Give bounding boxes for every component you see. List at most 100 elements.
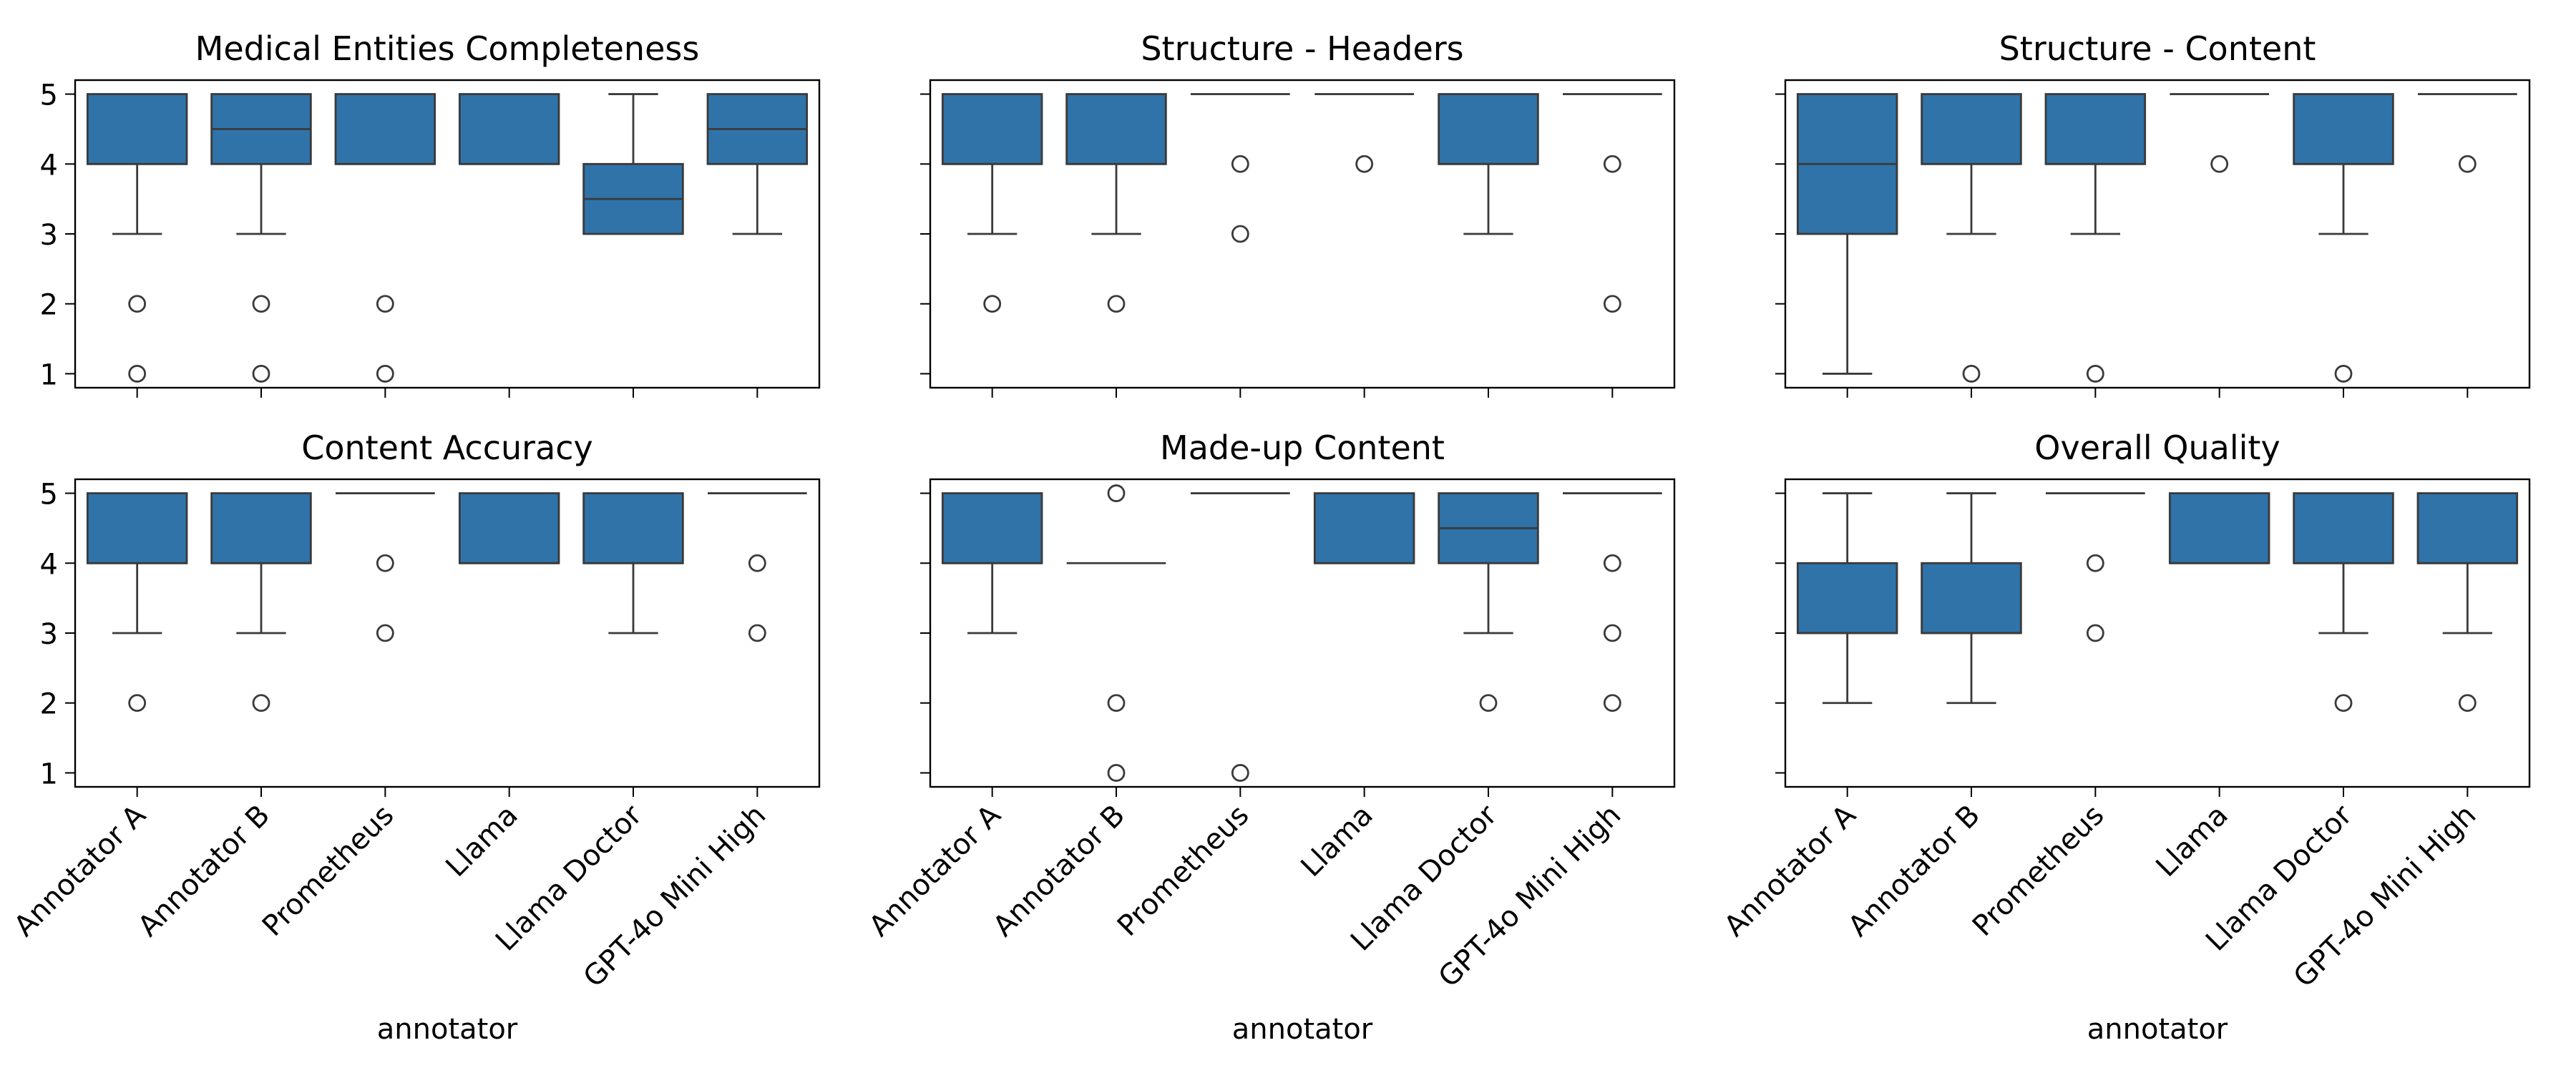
panel-made-up-content-title: Made-up Content bbox=[1160, 428, 1445, 467]
iqr-box bbox=[334, 93, 436, 165]
panel-content-accuracy: Content Accuracy 1 2 3 4 5 Annotator AAnnotato… bbox=[8, 428, 821, 1046]
panel-overall-quality-box-prometheus bbox=[2046, 492, 2145, 642]
panel-content-accuracy-title: Content Accuracy bbox=[301, 428, 593, 467]
outlier-point bbox=[1603, 554, 1621, 572]
outlier-point bbox=[252, 365, 270, 383]
panel-structure-headers: Structure - Headers bbox=[920, 29, 1676, 398]
outlier-point bbox=[2086, 365, 2104, 383]
panel-medical-entities-completeness: Medical Entities Completeness 1 2 3 4 5 bbox=[40, 29, 821, 398]
iqr-box bbox=[1921, 93, 2022, 165]
panel-medical-entities-completeness-box-llama bbox=[458, 93, 560, 165]
iqr-box bbox=[1065, 93, 1167, 165]
iqr-box bbox=[2416, 492, 2519, 564]
panel-structure-content-box-annotator-b bbox=[1921, 93, 2022, 383]
panel-made-up-content-box-llama-doctor bbox=[1438, 492, 1539, 712]
panel-content-accuracy-xtick-label-annotator-b: Annotator B bbox=[132, 799, 276, 944]
panel-structure-content-title: Structure - Content bbox=[1999, 29, 2316, 68]
iqr-box bbox=[210, 492, 312, 564]
iqr-box bbox=[458, 93, 560, 165]
panel-medical-entities-completeness-box-llama-doctor bbox=[582, 93, 684, 235]
outlier-point bbox=[376, 295, 394, 313]
iqr-box bbox=[2293, 93, 2394, 165]
outlier-point bbox=[252, 694, 270, 712]
outlier-point bbox=[1479, 694, 1498, 712]
outlier-point bbox=[1355, 155, 1374, 173]
outlier-point bbox=[2086, 554, 2104, 572]
panel-content-accuracy-ytick-label-1: 1 bbox=[40, 758, 58, 790]
panel-overall-quality-xtick-label-llama: Llama bbox=[2150, 799, 2234, 883]
panel-structure-headers-box-gpt-4o-mini-high bbox=[1563, 93, 1662, 313]
panel-medical-entities-completeness-ytick-label-4: 4 bbox=[40, 149, 58, 182]
panel-overall-quality-title: Overall Quality bbox=[2034, 428, 2280, 467]
outlier-point bbox=[748, 624, 766, 642]
panel-made-up-content-box-annotator-b bbox=[1066, 484, 1166, 782]
outlier-point bbox=[2334, 694, 2353, 712]
panel-content-accuracy-box-annotator-b bbox=[210, 492, 312, 712]
panel-structure-content-box-gpt-4o-mini-high bbox=[2418, 93, 2517, 173]
iqr-box bbox=[1921, 562, 2022, 635]
outlier-point bbox=[376, 365, 394, 383]
panel-content-accuracy-xlabel: annotator bbox=[377, 1013, 518, 1046]
panel-made-up-content-box-llama bbox=[1313, 492, 1415, 564]
iqr-box bbox=[1313, 492, 1415, 564]
iqr-box bbox=[941, 492, 1043, 564]
panel-structure-content-frame bbox=[1784, 79, 2531, 389]
panel-medical-entities-completeness-box-annotator-a bbox=[86, 93, 188, 383]
panel-overall-quality-xtick-label-annotator-a: Annotator A bbox=[1718, 798, 1863, 943]
panel-made-up-content-xtick-label-llama: Llama bbox=[1294, 799, 1379, 883]
outlier-point bbox=[1603, 694, 1621, 712]
panel-content-accuracy-xtick-label-prometheus: Prometheus bbox=[256, 799, 400, 943]
panel-medical-entities-completeness-box-prometheus bbox=[334, 93, 436, 383]
panel-overall-quality-xlabel: annotator bbox=[2087, 1013, 2228, 1046]
panel-content-accuracy-ytick-label-5: 5 bbox=[40, 479, 58, 511]
panel-content-accuracy-box-annotator-a bbox=[86, 492, 188, 712]
iqr-box bbox=[86, 93, 188, 165]
outlier-point bbox=[1603, 295, 1621, 313]
panel-medical-entities-completeness-title: Medical Entities Completeness bbox=[195, 29, 700, 68]
panel-structure-headers-title: Structure - Headers bbox=[1141, 29, 1463, 68]
panel-overall-quality-frame bbox=[1784, 478, 2531, 788]
outlier-point bbox=[2086, 624, 2104, 642]
panel-content-accuracy-box-llama bbox=[458, 492, 560, 564]
panel-made-up-content-box-gpt-4o-mini-high bbox=[1563, 492, 1662, 712]
panel-structure-content-box-annotator-a bbox=[1796, 93, 1898, 375]
outlier-point bbox=[2210, 155, 2229, 173]
panel-content-accuracy-ytick-label-3: 3 bbox=[40, 618, 58, 651]
iqr-box bbox=[2044, 93, 2147, 165]
panel-content-accuracy-box-gpt-4o-mini-high bbox=[708, 492, 807, 642]
outlier-point bbox=[1107, 484, 1126, 502]
iqr-box bbox=[2168, 492, 2270, 564]
outlier-point bbox=[983, 295, 1002, 313]
outlier-point bbox=[1603, 624, 1621, 642]
panel-structure-headers-box-prometheus bbox=[1191, 93, 1290, 243]
iqr-box bbox=[1438, 93, 1539, 165]
outlier-point bbox=[376, 624, 394, 642]
outlier-point bbox=[128, 365, 147, 383]
panel-medical-entities-completeness-box-annotator-b bbox=[210, 93, 312, 383]
panel-content-accuracy-xtick-label-annotator-a: Annotator A bbox=[8, 798, 152, 943]
panel-medical-entities-completeness-ytick-label-2: 2 bbox=[40, 289, 58, 322]
panel-content-accuracy-box-prometheus bbox=[336, 492, 435, 642]
panel-structure-headers-frame bbox=[929, 79, 1676, 389]
outlier-point bbox=[2458, 155, 2477, 173]
panel-medical-entities-completeness-ytick-label-3: 3 bbox=[40, 219, 58, 252]
panel-made-up-content-xlabel: annotator bbox=[1232, 1013, 1373, 1046]
panel-structure-headers-box-annotator-b bbox=[1065, 93, 1167, 313]
outlier-point bbox=[2458, 694, 2477, 712]
panel-content-accuracy-ytick-label-4: 4 bbox=[40, 548, 58, 581]
outlier-point bbox=[128, 295, 147, 313]
panel-overall-quality-box-annotator-a bbox=[1796, 492, 1898, 705]
iqr-box bbox=[86, 492, 188, 564]
iqr-box bbox=[2293, 492, 2394, 564]
outlier-point bbox=[1231, 764, 1249, 782]
outlier-point bbox=[1231, 225, 1249, 243]
panel-structure-content-box-prometheus bbox=[2044, 93, 2147, 383]
panel-structure-headers-box-annotator-a bbox=[941, 93, 1043, 313]
outlier-point bbox=[1962, 365, 1981, 383]
panel-structure-content-box-llama bbox=[2170, 93, 2269, 173]
panel-structure-content-box-llama-doctor bbox=[2293, 93, 2394, 383]
panel-structure-content: Structure - Content bbox=[1775, 29, 2531, 398]
